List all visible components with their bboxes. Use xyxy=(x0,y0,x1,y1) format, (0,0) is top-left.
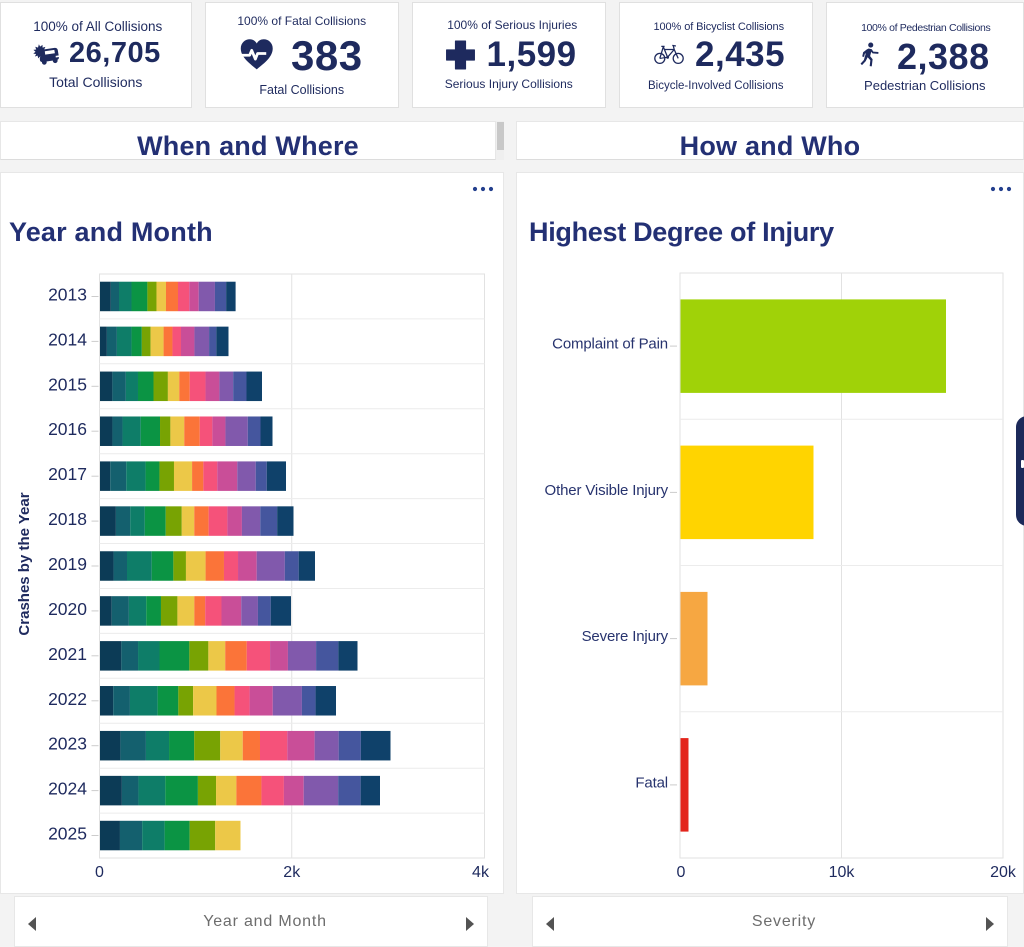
svg-text:2025: 2025 xyxy=(48,824,87,844)
svg-text:2022: 2022 xyxy=(48,689,87,709)
svg-text:2017: 2017 xyxy=(48,464,87,484)
svg-text:2023: 2023 xyxy=(48,734,87,754)
svg-text:2k: 2k xyxy=(283,864,301,881)
svg-text:2015: 2015 xyxy=(48,374,87,394)
svg-text:20k: 20k xyxy=(990,864,1017,881)
svg-text:0: 0 xyxy=(95,864,104,881)
svg-text:Fatal: Fatal xyxy=(635,774,668,791)
svg-text:4k: 4k xyxy=(472,864,490,881)
svg-text:2013: 2013 xyxy=(48,285,87,305)
svg-text:Crashes by the Year: Crashes by the Year xyxy=(16,492,33,635)
svg-text:2020: 2020 xyxy=(48,599,87,619)
svg-text:2024: 2024 xyxy=(48,779,87,799)
svg-text:2019: 2019 xyxy=(48,554,87,574)
svg-text:Complaint of Pain: Complaint of Pain xyxy=(552,336,668,353)
svg-text:2018: 2018 xyxy=(48,509,87,529)
svg-text:10k: 10k xyxy=(829,864,856,881)
svg-text:0: 0 xyxy=(677,864,686,881)
svg-text:2014: 2014 xyxy=(48,329,87,349)
svg-text:Other Visible Injury: Other Visible Injury xyxy=(545,482,669,499)
svg-text:Severe Injury: Severe Injury xyxy=(582,628,669,645)
svg-text:2021: 2021 xyxy=(48,644,87,664)
svg-text:2016: 2016 xyxy=(48,419,87,439)
